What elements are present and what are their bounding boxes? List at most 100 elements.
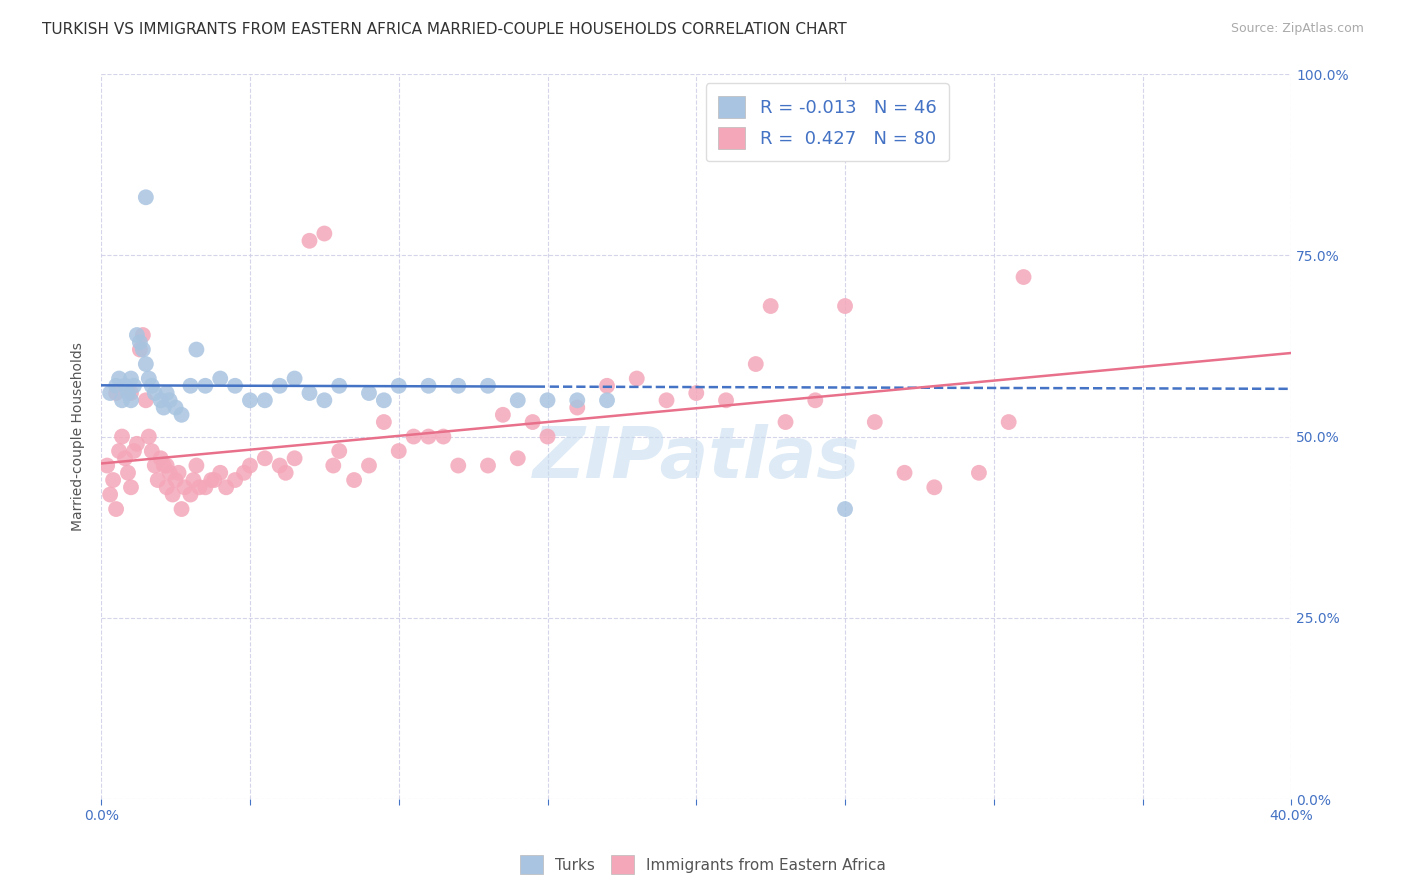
Point: [596, 378, 619, 392]
Point: [253, 393, 276, 408]
Point: [101, 473, 124, 487]
Point: [138, 371, 160, 385]
Legend: Turks, Immigrants from Eastern Africa: Turks, Immigrants from Eastern Africa: [515, 849, 891, 880]
Point: [373, 415, 395, 429]
Point: [188, 480, 211, 494]
Point: [186, 458, 208, 473]
Point: [128, 343, 150, 357]
Point: [522, 415, 544, 429]
Point: [284, 451, 307, 466]
Point: [239, 393, 262, 408]
Point: [432, 429, 454, 443]
Point: [284, 371, 307, 385]
Point: [200, 473, 222, 487]
Text: TURKISH VS IMMIGRANTS FROM EASTERN AFRICA MARRIED-COUPLE HOUSEHOLDS CORRELATION : TURKISH VS IMMIGRANTS FROM EASTERN AFRIC…: [42, 22, 846, 37]
Text: ZIPatlas: ZIPatlas: [533, 424, 860, 492]
Point: [834, 502, 856, 516]
Point: [141, 378, 163, 392]
Point: [146, 473, 169, 487]
Point: [114, 378, 136, 392]
Point: [125, 437, 148, 451]
Point: [477, 458, 499, 473]
Point: [105, 502, 128, 516]
Point: [685, 386, 707, 401]
Point: [775, 415, 797, 429]
Point: [626, 371, 648, 385]
Point: [156, 480, 179, 494]
Point: [253, 451, 276, 466]
Point: [759, 299, 782, 313]
Point: [149, 393, 172, 408]
Point: [714, 393, 737, 408]
Point: [120, 393, 142, 408]
Point: [138, 429, 160, 443]
Point: [132, 328, 155, 343]
Point: [357, 386, 380, 401]
Point: [314, 227, 336, 241]
Point: [125, 328, 148, 343]
Point: [209, 466, 232, 480]
Point: [135, 190, 157, 204]
Point: [269, 378, 291, 392]
Point: [105, 378, 128, 392]
Point: [893, 466, 915, 480]
Point: [418, 429, 440, 443]
Point: [596, 393, 619, 408]
Point: [98, 487, 121, 501]
Point: [447, 378, 470, 392]
Point: [122, 378, 145, 392]
Point: [834, 299, 856, 313]
Point: [202, 473, 225, 487]
Point: [314, 393, 336, 408]
Point: [1012, 270, 1035, 285]
Point: [328, 444, 350, 458]
Point: [274, 466, 297, 480]
Point: [183, 473, 205, 487]
Point: [156, 458, 179, 473]
Point: [120, 371, 142, 385]
Point: [967, 466, 990, 480]
Point: [122, 444, 145, 458]
Point: [159, 393, 181, 408]
Point: [143, 386, 166, 401]
Point: [224, 378, 246, 392]
Point: [128, 335, 150, 350]
Point: [117, 466, 139, 480]
Point: [298, 386, 321, 401]
Point: [924, 480, 946, 494]
Point: [298, 234, 321, 248]
Point: [132, 343, 155, 357]
Point: [567, 393, 589, 408]
Point: [357, 458, 380, 473]
Point: [170, 408, 193, 422]
Point: [165, 473, 187, 487]
Point: [536, 429, 558, 443]
Point: [105, 386, 128, 401]
Point: [447, 458, 470, 473]
Point: [373, 393, 395, 408]
Point: [111, 429, 134, 443]
Point: [506, 451, 529, 466]
Point: [141, 444, 163, 458]
Point: [120, 386, 142, 401]
Point: [418, 378, 440, 392]
Point: [322, 458, 344, 473]
Point: [159, 466, 181, 480]
Point: [388, 378, 411, 392]
Point: [170, 502, 193, 516]
Y-axis label: Married-couple Households: Married-couple Households: [72, 343, 86, 531]
Legend: R = -0.013   N = 46, R =  0.427   N = 80: R = -0.013 N = 46, R = 0.427 N = 80: [706, 83, 949, 161]
Point: [343, 473, 366, 487]
Point: [162, 487, 184, 501]
Point: [179, 378, 201, 392]
Point: [997, 415, 1019, 429]
Point: [804, 393, 827, 408]
Point: [167, 466, 190, 480]
Point: [98, 386, 121, 401]
Point: [114, 451, 136, 466]
Point: [477, 378, 499, 392]
Point: [655, 393, 678, 408]
Point: [536, 393, 558, 408]
Point: [194, 378, 217, 392]
Point: [108, 371, 131, 385]
